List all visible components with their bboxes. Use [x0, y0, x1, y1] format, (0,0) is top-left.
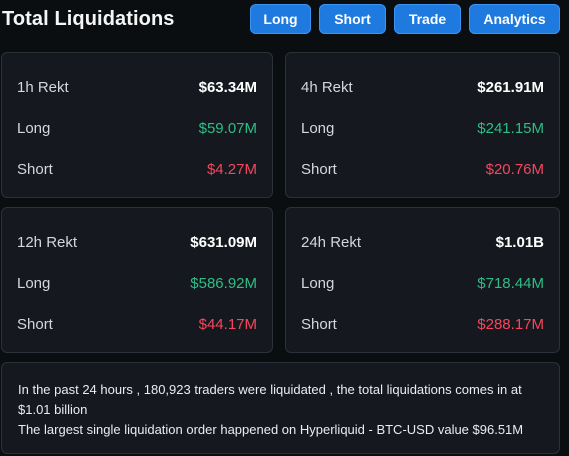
header: Total Liquidations Long Short Trade Anal… — [0, 0, 569, 44]
page-title: Total Liquidations — [2, 8, 175, 30]
card-title: 1h Rekt — [17, 78, 69, 96]
total-value: $1.01B — [495, 233, 544, 251]
long-label: Long — [301, 274, 335, 292]
short-value: $288.17M — [477, 315, 544, 333]
card-title: 12h Rekt — [17, 233, 78, 251]
summary-panel: In the past 24 hours , 180,923 traders w… — [1, 362, 560, 454]
card-total-row: 1h Rekt $63.34M — [17, 77, 257, 97]
long-value: $586.92M — [190, 274, 257, 292]
tab-long[interactable]: Long — [250, 4, 311, 34]
short-value: $20.76M — [485, 160, 544, 178]
card-1h-rekt: 1h Rekt $63.34M Long $59.07M Short $4.27… — [1, 52, 273, 198]
short-label: Short — [301, 160, 337, 178]
short-value: $4.27M — [206, 160, 257, 178]
long-label: Long — [17, 119, 51, 137]
tab-short[interactable]: Short — [319, 4, 386, 34]
card-long-row: Long $586.92M — [17, 273, 257, 293]
card-title: 24h Rekt — [301, 233, 362, 251]
card-title: 4h Rekt — [301, 78, 353, 96]
summary-line-largest-order: The largest single liquidation order hap… — [18, 422, 524, 437]
total-value: $261.91M — [477, 78, 544, 96]
long-value: $718.44M — [477, 274, 544, 292]
card-total-row: 12h Rekt $631.09M — [17, 232, 257, 252]
card-24h-rekt: 24h Rekt $1.01B Long $718.44M Short $288… — [285, 207, 560, 353]
short-label: Short — [17, 160, 53, 178]
tab-analytics[interactable]: Analytics — [469, 4, 560, 34]
card-12h-rekt: 12h Rekt $631.09M Long $586.92M Short $4… — [1, 207, 273, 353]
card-long-row: Long $718.44M — [301, 273, 544, 293]
short-label: Short — [301, 315, 337, 333]
card-short-row: Short $20.76M — [301, 159, 544, 179]
card-total-row: 4h Rekt $261.91M — [301, 77, 544, 97]
total-value: $63.34M — [198, 78, 257, 96]
short-label: Short — [17, 315, 53, 333]
short-value: $44.17M — [198, 315, 257, 333]
card-total-row: 24h Rekt $1.01B — [301, 232, 544, 252]
long-label: Long — [301, 119, 335, 137]
tab-trade[interactable]: Trade — [394, 4, 461, 34]
long-value: $59.07M — [198, 119, 257, 137]
total-value: $631.09M — [190, 233, 257, 251]
card-long-row: Long $241.15M — [301, 118, 544, 138]
card-short-row: Short $4.27M — [17, 159, 257, 179]
card-4h-rekt: 4h Rekt $261.91M Long $241.15M Short $20… — [285, 52, 560, 198]
card-short-row: Short $288.17M — [301, 314, 544, 334]
long-value: $241.15M — [477, 119, 544, 137]
card-long-row: Long $59.07M — [17, 118, 257, 138]
tab-bar: Long Short Trade Analytics — [250, 4, 560, 34]
summary-line-traders: In the past 24 hours , 180,923 traders w… — [18, 382, 522, 417]
card-short-row: Short $44.17M — [17, 314, 257, 334]
long-label: Long — [17, 274, 51, 292]
